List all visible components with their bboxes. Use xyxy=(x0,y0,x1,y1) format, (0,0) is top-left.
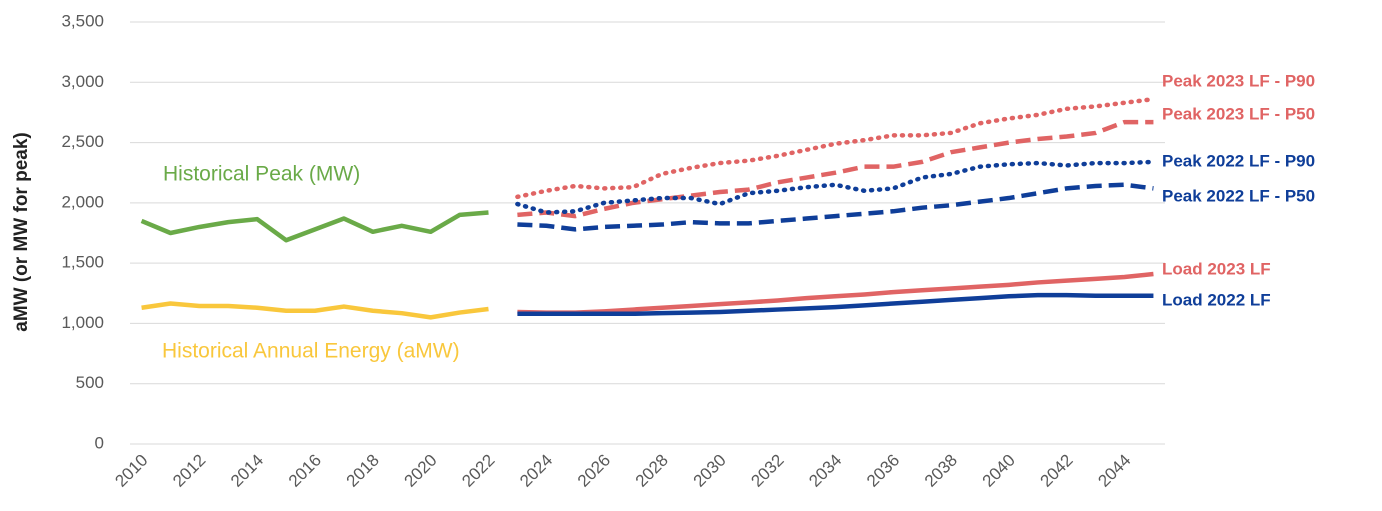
y-tick-label: 500 xyxy=(76,373,104,392)
y-tick-label: 2,000 xyxy=(61,192,104,211)
series-label: Load 2023 LF xyxy=(1162,259,1271,278)
x-tick-label: 2022 xyxy=(458,451,498,491)
series-line xyxy=(515,96,1156,200)
y-tick-label: 3,000 xyxy=(61,72,104,91)
series-line xyxy=(517,271,1154,315)
x-tick-label: 2014 xyxy=(227,451,267,491)
y-tick-label: 3,500 xyxy=(61,11,104,30)
x-tick-label: 2016 xyxy=(285,451,325,491)
x-tick-label: 2026 xyxy=(574,451,614,491)
x-tick-label: 2010 xyxy=(111,451,151,491)
x-tick-label: 2032 xyxy=(747,451,787,491)
y-tick-label: 2,500 xyxy=(61,132,104,151)
series-line xyxy=(140,210,489,243)
series-label: Load 2022 LF xyxy=(1162,290,1271,309)
series-line xyxy=(517,119,1154,219)
series-label: Historical Annual Energy (aMW) xyxy=(162,340,460,363)
series-line xyxy=(517,292,1154,317)
series-label: Peak 2022 LF - P50 xyxy=(1162,186,1315,205)
x-tick-label: 2034 xyxy=(805,451,845,491)
x-tick-label: 2044 xyxy=(1094,451,1134,491)
x-tick-label: 2024 xyxy=(516,451,556,491)
x-tick-label: 2040 xyxy=(979,451,1019,491)
series-line xyxy=(141,301,489,320)
x-tick-label: 2028 xyxy=(632,451,672,491)
x-tick-label: 2038 xyxy=(921,451,961,491)
series-line xyxy=(517,182,1154,232)
x-tick-label: 2018 xyxy=(343,451,383,491)
series-label: Historical Peak (MW) xyxy=(163,163,360,186)
series-label: Peak 2023 LF - P90 xyxy=(1162,71,1315,90)
x-tick-label: 2030 xyxy=(690,451,730,491)
y-tick-label: 0 xyxy=(95,433,104,452)
x-tick-label: 2042 xyxy=(1037,451,1077,491)
y-tick-label: 1,500 xyxy=(61,253,104,272)
x-tick-label: 2012 xyxy=(169,451,209,491)
series-label: Peak 2023 LF - P50 xyxy=(1162,104,1315,123)
series-label: Peak 2022 LF - P90 xyxy=(1162,151,1315,170)
x-tick-label: 2036 xyxy=(863,451,903,491)
y-tick-label: 1,000 xyxy=(61,313,104,332)
y-axis-title: aMW (or MW for peak) xyxy=(11,132,32,332)
x-tick-label: 2020 xyxy=(400,451,440,491)
